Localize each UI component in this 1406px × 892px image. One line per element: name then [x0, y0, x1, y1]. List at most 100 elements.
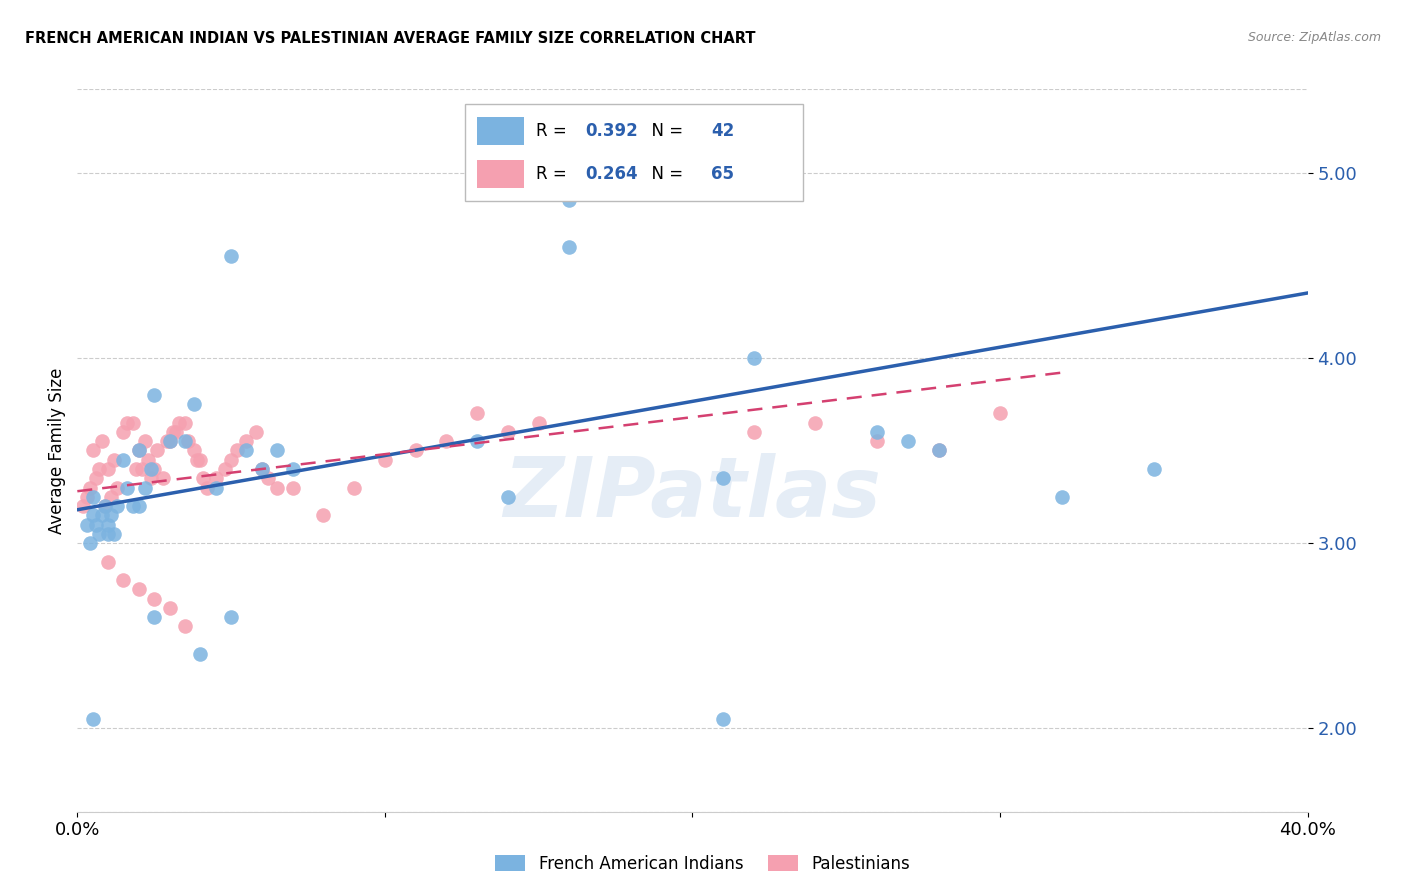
Point [87, 526, 110, 541]
Point [79, 481, 101, 495]
Bar [477, 161, 524, 187]
Text: 42: 42 [711, 122, 734, 140]
Point [121, 499, 143, 513]
Point [436, 434, 458, 449]
Point [235, 434, 257, 449]
Point [193, 471, 215, 485]
Point [76, 490, 98, 504]
Point [87, 462, 110, 476]
Point [804, 416, 827, 430]
Point [174, 416, 197, 430]
Point [143, 388, 166, 402]
Text: Source: ZipAtlas.com: Source: ZipAtlas.com [1247, 31, 1381, 45]
Point [183, 443, 205, 458]
Point [266, 443, 288, 458]
Point [100, 508, 122, 523]
Point [188, 647, 212, 661]
Point [226, 443, 249, 458]
Point [558, 240, 581, 254]
Point [84, 517, 107, 532]
Point [128, 582, 150, 597]
Point [131, 462, 153, 476]
Point [177, 434, 200, 449]
Text: N =: N = [641, 165, 688, 183]
Point [82, 508, 104, 523]
Point [250, 462, 273, 476]
Point [235, 443, 257, 458]
Point [281, 462, 304, 476]
Point [103, 452, 125, 467]
Point [134, 481, 156, 495]
Point [134, 434, 156, 449]
Point [159, 601, 181, 615]
Point [250, 462, 273, 476]
Point [496, 425, 519, 439]
Point [343, 481, 366, 495]
Point [219, 249, 242, 263]
Point [1050, 490, 1073, 504]
Point [742, 425, 765, 439]
Legend: French American Indians, Palestinians: French American Indians, Palestinians [489, 848, 917, 880]
Point [374, 452, 396, 467]
Point [141, 462, 163, 476]
Point [112, 452, 135, 467]
Point [94, 499, 117, 513]
Point [105, 481, 128, 495]
Point [214, 462, 236, 476]
Point [112, 573, 135, 587]
Point [76, 517, 98, 532]
Point [90, 508, 114, 523]
Point [146, 443, 169, 458]
Text: FRENCH AMERICAN INDIAN VS PALESTINIAN AVERAGE FAMILY SIZE CORRELATION CHART: FRENCH AMERICAN INDIAN VS PALESTINIAN AV… [25, 31, 756, 46]
Point [174, 434, 197, 449]
Point [128, 443, 150, 458]
Text: R =: R = [536, 165, 572, 183]
Point [1143, 462, 1166, 476]
Text: ZIPatlas: ZIPatlas [503, 453, 882, 534]
Point [121, 416, 143, 430]
Point [82, 443, 104, 458]
Point [527, 416, 550, 430]
Point [183, 397, 205, 411]
Point [155, 434, 177, 449]
Point [174, 619, 197, 633]
Point [115, 416, 138, 430]
Point [94, 499, 117, 513]
Point [125, 462, 148, 476]
Point [162, 425, 184, 439]
Point [188, 452, 212, 467]
Point [82, 712, 104, 726]
Point [105, 499, 128, 513]
Text: R =: R = [536, 122, 572, 140]
Point [143, 610, 166, 624]
Point [281, 481, 304, 495]
Point [84, 471, 107, 485]
Point [141, 471, 163, 485]
Point [112, 425, 135, 439]
FancyBboxPatch shape [465, 103, 803, 202]
Point [115, 481, 138, 495]
Point [866, 434, 889, 449]
Text: 65: 65 [711, 165, 734, 183]
Point [103, 526, 125, 541]
Text: N =: N = [641, 122, 688, 140]
Point [97, 555, 120, 569]
Point [79, 536, 101, 550]
Point [97, 526, 120, 541]
Point [897, 434, 920, 449]
Point [152, 471, 174, 485]
Point [82, 490, 104, 504]
Point [465, 434, 488, 449]
Point [405, 443, 427, 458]
Point [143, 462, 166, 476]
Point [143, 591, 166, 606]
Point [711, 712, 734, 726]
Point [97, 517, 120, 532]
Point [866, 425, 889, 439]
Bar [477, 118, 524, 145]
Point [496, 490, 519, 504]
Point [72, 499, 94, 513]
Point [159, 434, 181, 449]
Point [245, 425, 267, 439]
Point [167, 416, 190, 430]
